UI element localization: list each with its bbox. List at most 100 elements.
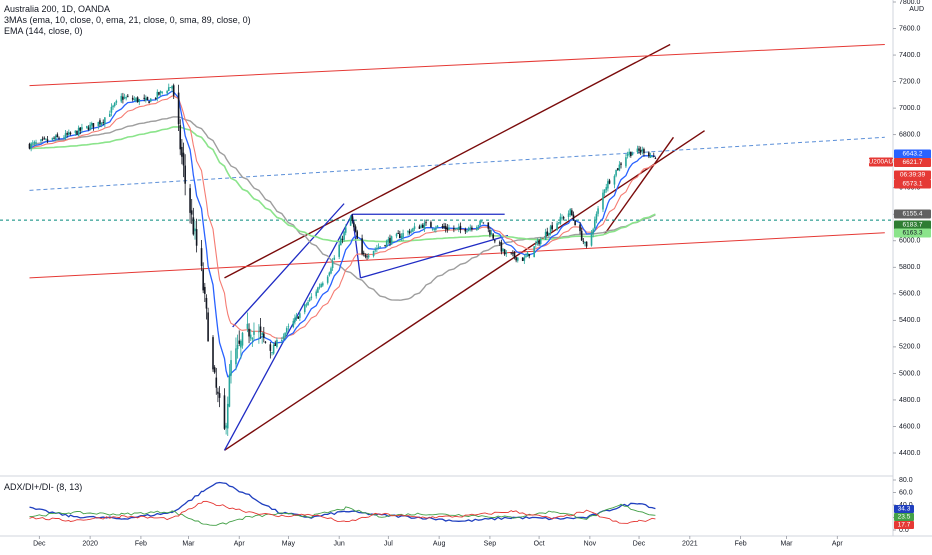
candle-body	[315, 291, 318, 297]
candle-body	[51, 137, 54, 140]
candle-body	[303, 304, 306, 313]
candle-body	[169, 87, 172, 89]
candle-body	[127, 95, 129, 97]
candle-body	[344, 227, 347, 233]
candle-body	[643, 149, 645, 154]
candle-body	[171, 86, 173, 89]
candle-body	[326, 276, 329, 283]
candle-body	[110, 106, 113, 113]
price-tick-label: 5000.0	[899, 370, 921, 377]
price-axis-bg	[893, 0, 932, 550]
price-label: 6163.3	[903, 230, 923, 237]
candle-body	[328, 272, 331, 276]
price-tick-label: 6800.0	[899, 131, 921, 138]
candle-body	[54, 135, 57, 140]
candle-body	[652, 155, 655, 157]
candle-body	[217, 391, 219, 394]
candle-body	[620, 163, 622, 165]
study-legend-mas[interactable]: 3MAs (ema, 10, close, 0, ema, 21, close,…	[4, 15, 251, 25]
candle-body	[317, 287, 319, 293]
candle-body	[154, 98, 157, 99]
candle-body	[482, 222, 485, 224]
candle-body	[533, 246, 535, 258]
candle-body	[457, 227, 460, 230]
candle-body	[46, 139, 49, 142]
candle-body	[148, 101, 150, 104]
candle-body	[320, 284, 322, 288]
time-tick-label: Nov	[584, 540, 597, 547]
candle-body	[548, 232, 550, 236]
candle-body	[466, 230, 468, 232]
candle-body	[605, 187, 608, 191]
candle-body	[523, 257, 526, 261]
adx-panel	[0, 475, 932, 526]
candle-body	[505, 252, 508, 254]
candle-body	[592, 229, 594, 234]
adx-value-box	[894, 505, 914, 513]
trendline-blue-pattern	[223, 213, 353, 451]
candle-body	[649, 155, 652, 158]
candle-body	[125, 97, 127, 99]
candle-body	[389, 237, 391, 244]
time-tick-label: Dec	[33, 540, 46, 547]
candle-body	[630, 151, 632, 157]
candle-body	[235, 348, 237, 365]
study-legend-ema[interactable]: EMA (144, close, 0)	[4, 26, 83, 36]
candle-body	[263, 333, 265, 338]
candle-body	[92, 123, 95, 128]
drawings-layer[interactable]	[0, 43, 893, 451]
candle-body	[385, 240, 388, 247]
candle-body	[28, 143, 31, 149]
candle-body	[43, 137, 46, 139]
candle-body	[81, 127, 83, 130]
candle-body	[500, 242, 503, 252]
candle-body	[45, 138, 47, 140]
candle-body	[258, 331, 260, 333]
trendline-blue-pattern	[232, 203, 345, 328]
candle-body	[228, 374, 231, 407]
candle-body	[53, 137, 55, 139]
adx-series-di-	[29, 500, 656, 524]
candle-body	[456, 227, 458, 229]
candle-body	[512, 252, 514, 254]
candle-body	[33, 141, 36, 144]
price-tick-label: 4400.0	[899, 450, 921, 457]
candle-body	[631, 153, 634, 156]
candle-body	[66, 133, 68, 135]
candle-body	[498, 242, 501, 244]
candle-body	[287, 326, 290, 328]
candle-body	[544, 231, 547, 240]
price-label-box	[894, 209, 931, 219]
price-tick-label: 6000.0	[899, 238, 921, 245]
time-tick-label: Feb	[135, 540, 147, 547]
symbol-title[interactable]: Australia 200, 1D, OANDA	[4, 4, 111, 14]
candle-body	[616, 168, 619, 170]
trendline-dashed	[29, 136, 885, 191]
candle-body	[58, 137, 60, 139]
candle-body	[145, 98, 147, 101]
candle-body	[177, 92, 180, 125]
candle-body	[510, 252, 513, 254]
time-axis-bg	[0, 536, 932, 550]
candle-body	[626, 154, 629, 156]
adx-study-title[interactable]: ADX/DI+/DI- (8, 13)	[4, 482, 83, 492]
candle-body	[123, 97, 126, 99]
candle-body	[77, 127, 80, 136]
candle-body	[76, 130, 78, 135]
candle-body	[333, 257, 336, 260]
candle-body	[421, 224, 424, 228]
candle-body	[557, 222, 560, 224]
candle-body	[343, 231, 345, 240]
candle-body	[572, 214, 575, 220]
candle-body	[305, 304, 308, 306]
price-label-box	[894, 179, 931, 189]
price-label: 6183.7	[903, 222, 923, 229]
candle-body	[241, 332, 244, 346]
time-tick-label: May	[282, 540, 296, 547]
trendline-red-line	[29, 232, 885, 279]
candle-body	[113, 102, 116, 107]
candle-body	[104, 117, 106, 124]
